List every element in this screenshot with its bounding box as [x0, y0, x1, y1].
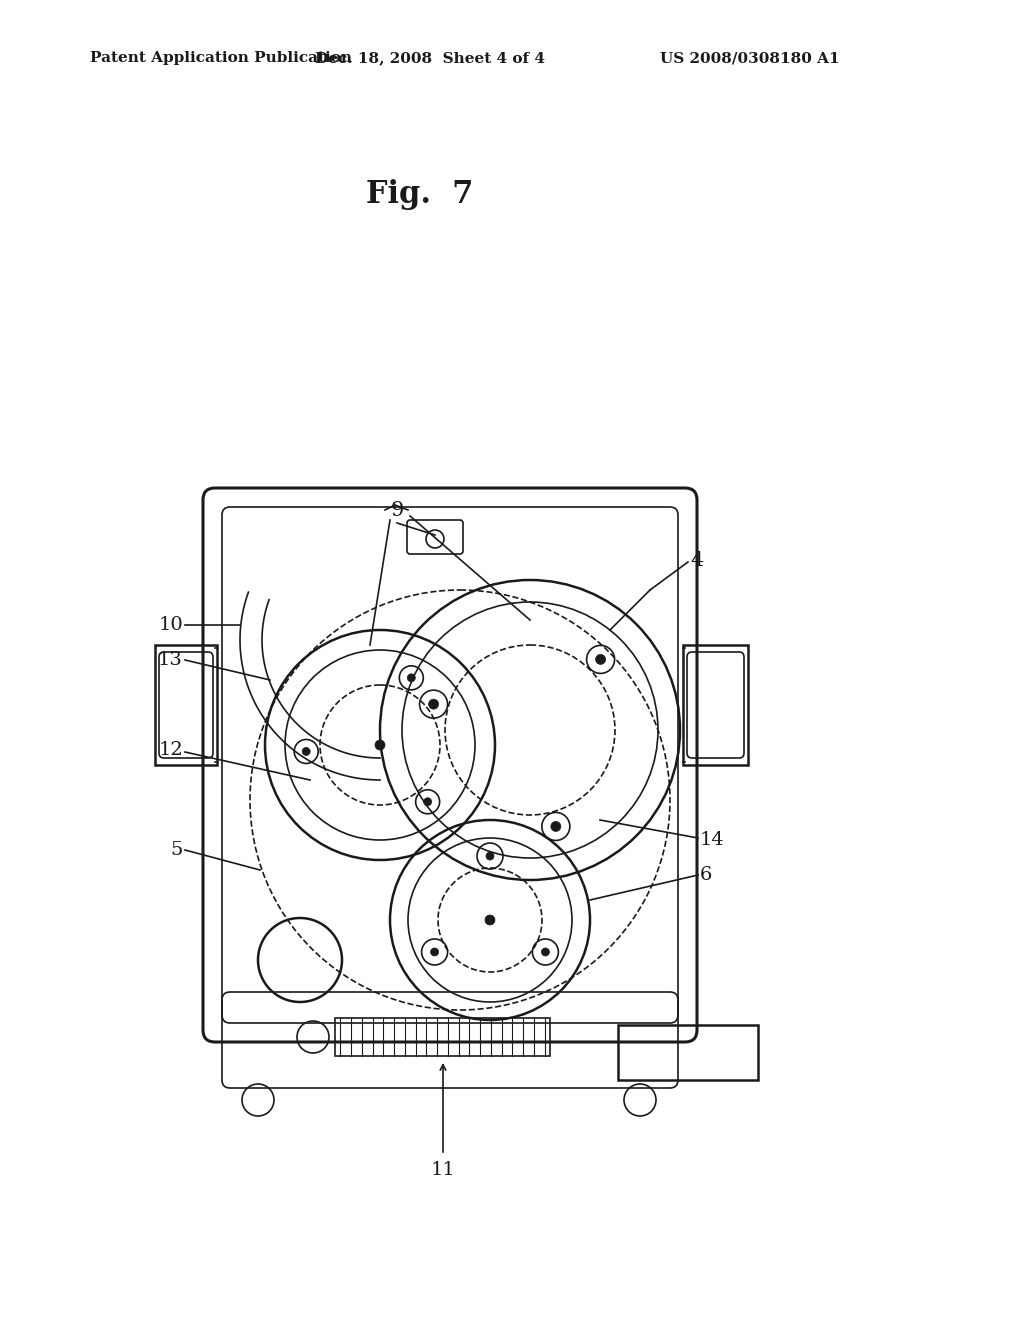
Text: 6: 6 — [700, 866, 713, 884]
Text: 12: 12 — [159, 741, 183, 759]
Text: 4: 4 — [690, 550, 703, 569]
Circle shape — [596, 655, 605, 664]
Circle shape — [408, 673, 416, 682]
Text: 11: 11 — [431, 1162, 456, 1179]
Bar — [683, 645, 748, 766]
Text: 13: 13 — [158, 651, 183, 669]
Circle shape — [486, 851, 494, 861]
Circle shape — [485, 915, 495, 925]
Circle shape — [424, 797, 432, 805]
Bar — [335, 1018, 550, 1056]
Text: 10: 10 — [159, 616, 183, 634]
Circle shape — [542, 948, 550, 956]
Circle shape — [551, 821, 561, 832]
Text: 5: 5 — [171, 841, 183, 859]
Circle shape — [375, 741, 385, 750]
Bar — [155, 645, 217, 766]
Text: US 2008/0308180 A1: US 2008/0308180 A1 — [660, 51, 840, 65]
Text: Dec. 18, 2008  Sheet 4 of 4: Dec. 18, 2008 Sheet 4 of 4 — [315, 51, 545, 65]
Circle shape — [429, 700, 438, 709]
Text: 14: 14 — [700, 832, 725, 849]
Circle shape — [302, 747, 310, 755]
Text: Fig.  7: Fig. 7 — [367, 180, 474, 210]
Text: 9: 9 — [390, 500, 403, 520]
Text: Patent Application Publication: Patent Application Publication — [90, 51, 352, 65]
Bar — [618, 1026, 758, 1080]
Circle shape — [431, 948, 438, 956]
